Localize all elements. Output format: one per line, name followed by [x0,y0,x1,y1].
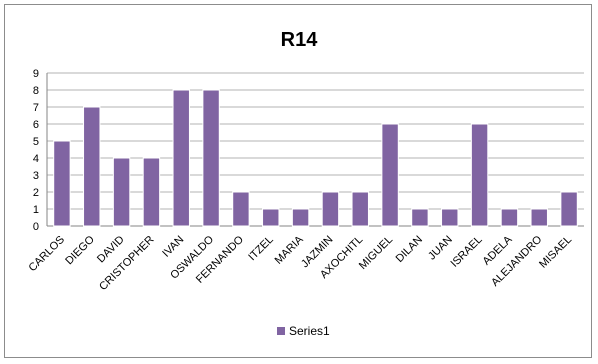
y-tick-label: 9 [33,68,39,80]
y-tick-label: 8 [33,85,39,97]
bar-adela [500,208,519,227]
x-category-label: CRISTOPHER [97,234,156,293]
x-category-label: DIEGO [63,233,97,267]
y-tick-label: 5 [33,136,39,148]
y-tick-label: 1 [33,204,39,216]
gridlines [46,72,584,227]
legend: Series1 [277,324,330,338]
bar-alejandro [530,208,548,227]
x-category-label: MISAEL [537,234,574,271]
legend-swatch-series1 [277,327,285,335]
y-tick-label: 4 [33,153,39,165]
bar-israel [470,123,489,227]
bar-maria [291,208,310,227]
bar-oswaldo [202,89,220,227]
bar-fernando [232,191,250,227]
y-tick-label: 0 [33,221,39,233]
chart-title: R14 [281,29,319,51]
bar-ivan [172,89,190,227]
bar-miguel [381,123,399,227]
y-tick-label: 6 [33,119,39,131]
bar-diego [83,106,101,227]
bar-juan [441,208,459,227]
x-category-label: ITZEL [246,234,276,264]
bar-cristopher [142,157,161,227]
x-category-label: ISRAEL [449,234,485,270]
y-tick-label: 3 [33,170,39,182]
bar-axochitl [351,191,369,227]
y-axis-tick-labels: 0 1 2 3 4 5 6 7 8 9 [33,68,39,233]
y-tick-label: 2 [33,187,39,199]
bar-jazmin [321,191,340,227]
bar-misael [560,191,578,227]
y-tick-label: 7 [33,102,39,114]
bar-dilan [411,208,429,227]
x-category-label: MIGUEL [357,234,395,272]
legend-label-series1: Series1 [289,324,330,338]
bar-itzel [262,208,280,227]
bar-david [112,157,131,227]
x-category-label: DILAN [394,234,425,265]
x-category-label: CARLOS [27,234,67,274]
bar-series [53,89,578,227]
chart-frame [4,4,592,358]
bar-carlos [53,140,71,227]
x-category-label: IVAN [160,234,186,260]
